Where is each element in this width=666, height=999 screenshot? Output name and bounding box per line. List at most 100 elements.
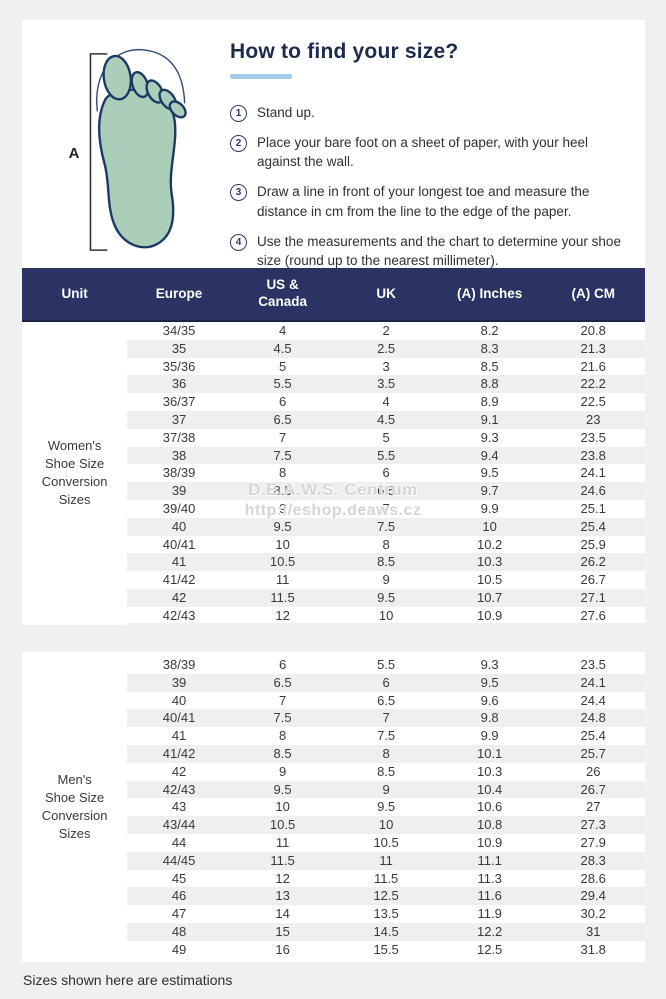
size-cell: 42/43 [127, 780, 231, 799]
size-cell: 11.9 [477, 906, 502, 922]
size-cell: 5.5 [230, 375, 335, 394]
size-cell: 27.1 [541, 588, 645, 607]
table-row: Women's Shoe Size Conversion Sizes 34/35 4 2 8.… [22, 321, 645, 625]
size-cell: 3.5 [334, 375, 438, 394]
size-cell: 3 [382, 358, 390, 374]
size-cell: 43/44 [127, 816, 231, 834]
size-cell: 10.2 [476, 536, 503, 552]
size-cell: 8.3 [437, 339, 542, 358]
size-cell: 8.9 [480, 394, 499, 410]
size-cell: 38 [127, 446, 231, 465]
table-row: 45 12 11.5 11.3 28.6 [22, 870, 645, 888]
instruction-step: 1 Stand up. [230, 103, 630, 122]
size-cell: 26.2 [541, 553, 645, 572]
size-cell: 43 [171, 799, 187, 815]
unit-label: Men's Shoe Size Conversion Sizes [22, 656, 128, 959]
table-header: Unit Europe US & Canada UK (A) Inches (A) CM [22, 268, 645, 322]
column-header: (A) Inches [437, 268, 542, 322]
size-cell: 9.3 [480, 429, 499, 445]
size-cell: 10.5 [230, 816, 335, 834]
size-cell: 39 [127, 482, 231, 500]
table-row: 38 7.5 5.5 9.4 23.8 [22, 446, 645, 465]
size-cell: 37/38 [162, 429, 196, 445]
table-row: 37/38 7 5 9.3 23.5 [22, 429, 645, 447]
column-header: Unit [22, 268, 128, 322]
table-row: 43 10 9.5 10.6 27 [22, 798, 645, 816]
size-cell: 8.5 [377, 763, 396, 779]
size-cell: 42 [171, 763, 187, 779]
column-header: Europe [127, 268, 231, 322]
column-header: US & Canada [230, 268, 335, 322]
table-row: 39/40 9 7 9.9 25.1 [22, 500, 645, 518]
size-cell: 11.5 [230, 851, 335, 870]
size-cell: 15.5 [373, 941, 399, 957]
size-cell: 9.6 [480, 692, 499, 708]
size-cell: 23.8 [541, 446, 645, 465]
table-row: 41/42 11 9 10.5 26.7 [22, 571, 645, 589]
size-cell: 25.4 [580, 728, 606, 744]
table-row: 42 9 8.5 10.3 26 [22, 763, 645, 781]
instruction-step: 2 Place your bare foot on a sheet of pape… [230, 133, 630, 171]
table-row: 36/37 6 4 8.9 22.5 [22, 393, 645, 411]
size-cell: 36/37 [162, 394, 196, 410]
size-cell: 4 [382, 394, 390, 410]
size-cell: 7.5 [230, 446, 335, 465]
size-cell: 40/41 [127, 709, 231, 728]
size-cell: 6.5 [377, 692, 396, 708]
size-cell: 9.5 [334, 588, 438, 607]
table-row: 41/42 8.5 8 10.1 25.7 [22, 744, 645, 763]
size-cell: 11 [334, 851, 438, 870]
table-row: 46 13 12.5 11.6 29.4 [22, 887, 645, 906]
size-cell: 10.3 [476, 763, 503, 779]
size-cell: 24.1 [580, 465, 606, 481]
size-cell: 28.6 [580, 870, 606, 886]
size-cell: 10.5 [230, 553, 335, 572]
table-row: 47 14 13.5 11.9 30.2 [22, 905, 645, 923]
size-cell: 10 [275, 799, 290, 815]
size-cell: 5.5 [377, 657, 396, 672]
table-row: 38/39 8 6 9.5 24.1 [22, 464, 645, 482]
footer-note: Sizes shown here are estimations [23, 972, 233, 988]
size-cell: 34/35 [162, 323, 196, 338]
step-number-badge: 3 [230, 184, 247, 202]
size-cell: 12.5 [476, 941, 503, 957]
table-row: 44/45 11.5 11 11.1 28.3 [22, 851, 645, 870]
size-cell: 28.3 [541, 851, 645, 870]
big-toe [102, 54, 133, 101]
table-row: Men's Shoe Size Conversion Sizes 38/39 6 5.5 9.… [22, 656, 645, 959]
table-row: 48 15 14.5 12.2 31 [22, 922, 645, 941]
size-cell: 40 [127, 517, 231, 536]
size-cell: 29.4 [541, 887, 645, 906]
title-accent-bar [230, 74, 292, 79]
size-cell: 24.6 [541, 482, 645, 500]
size-cell: 8 [382, 536, 390, 552]
size-cell: 40/41 [162, 536, 196, 552]
size-cell: 10 [378, 607, 394, 623]
size-cell: 6.5 [230, 673, 335, 692]
size-cell: 45 [171, 870, 187, 886]
foot-measurement-icon: A [69, 49, 187, 251]
size-cell: 24.4 [580, 692, 606, 708]
size-cell: 9.5 [230, 780, 335, 799]
size-cell: 20.8 [580, 323, 606, 338]
size-cell: 44 [171, 834, 187, 850]
size-cell: 23.5 [580, 429, 606, 445]
size-cell: 31.8 [580, 941, 606, 957]
size-cell: 10.5 [476, 572, 503, 588]
mens-size-table: Men's Shoe Size Conversion Sizes 38/39 6 5.5 9.… [22, 656, 645, 959]
size-cell: 37 [127, 410, 231, 429]
size-cell: 10.1 [437, 744, 542, 763]
table-row: 44 11 10.5 10.9 27.9 [22, 834, 645, 852]
size-cell: 8 [278, 728, 287, 744]
size-cell: 9.1 [437, 410, 542, 429]
size-cell: 9.9 [480, 500, 499, 516]
size-cell: 10.9 [476, 834, 503, 850]
table-row: 35 4.5 2.5 8.3 21.3 [22, 339, 645, 358]
page-title: How to find your size? [230, 40, 459, 63]
size-cell: 42/43 [162, 607, 196, 623]
size-cell: 36 [127, 375, 231, 394]
size-cell: 11.3 [477, 870, 502, 886]
table-row: 36 5.5 3.5 8.8 22.2 [22, 375, 645, 394]
table-row: 49 16 15.5 12.5 31.8 [22, 941, 645, 959]
size-cell: 35 [127, 339, 231, 358]
